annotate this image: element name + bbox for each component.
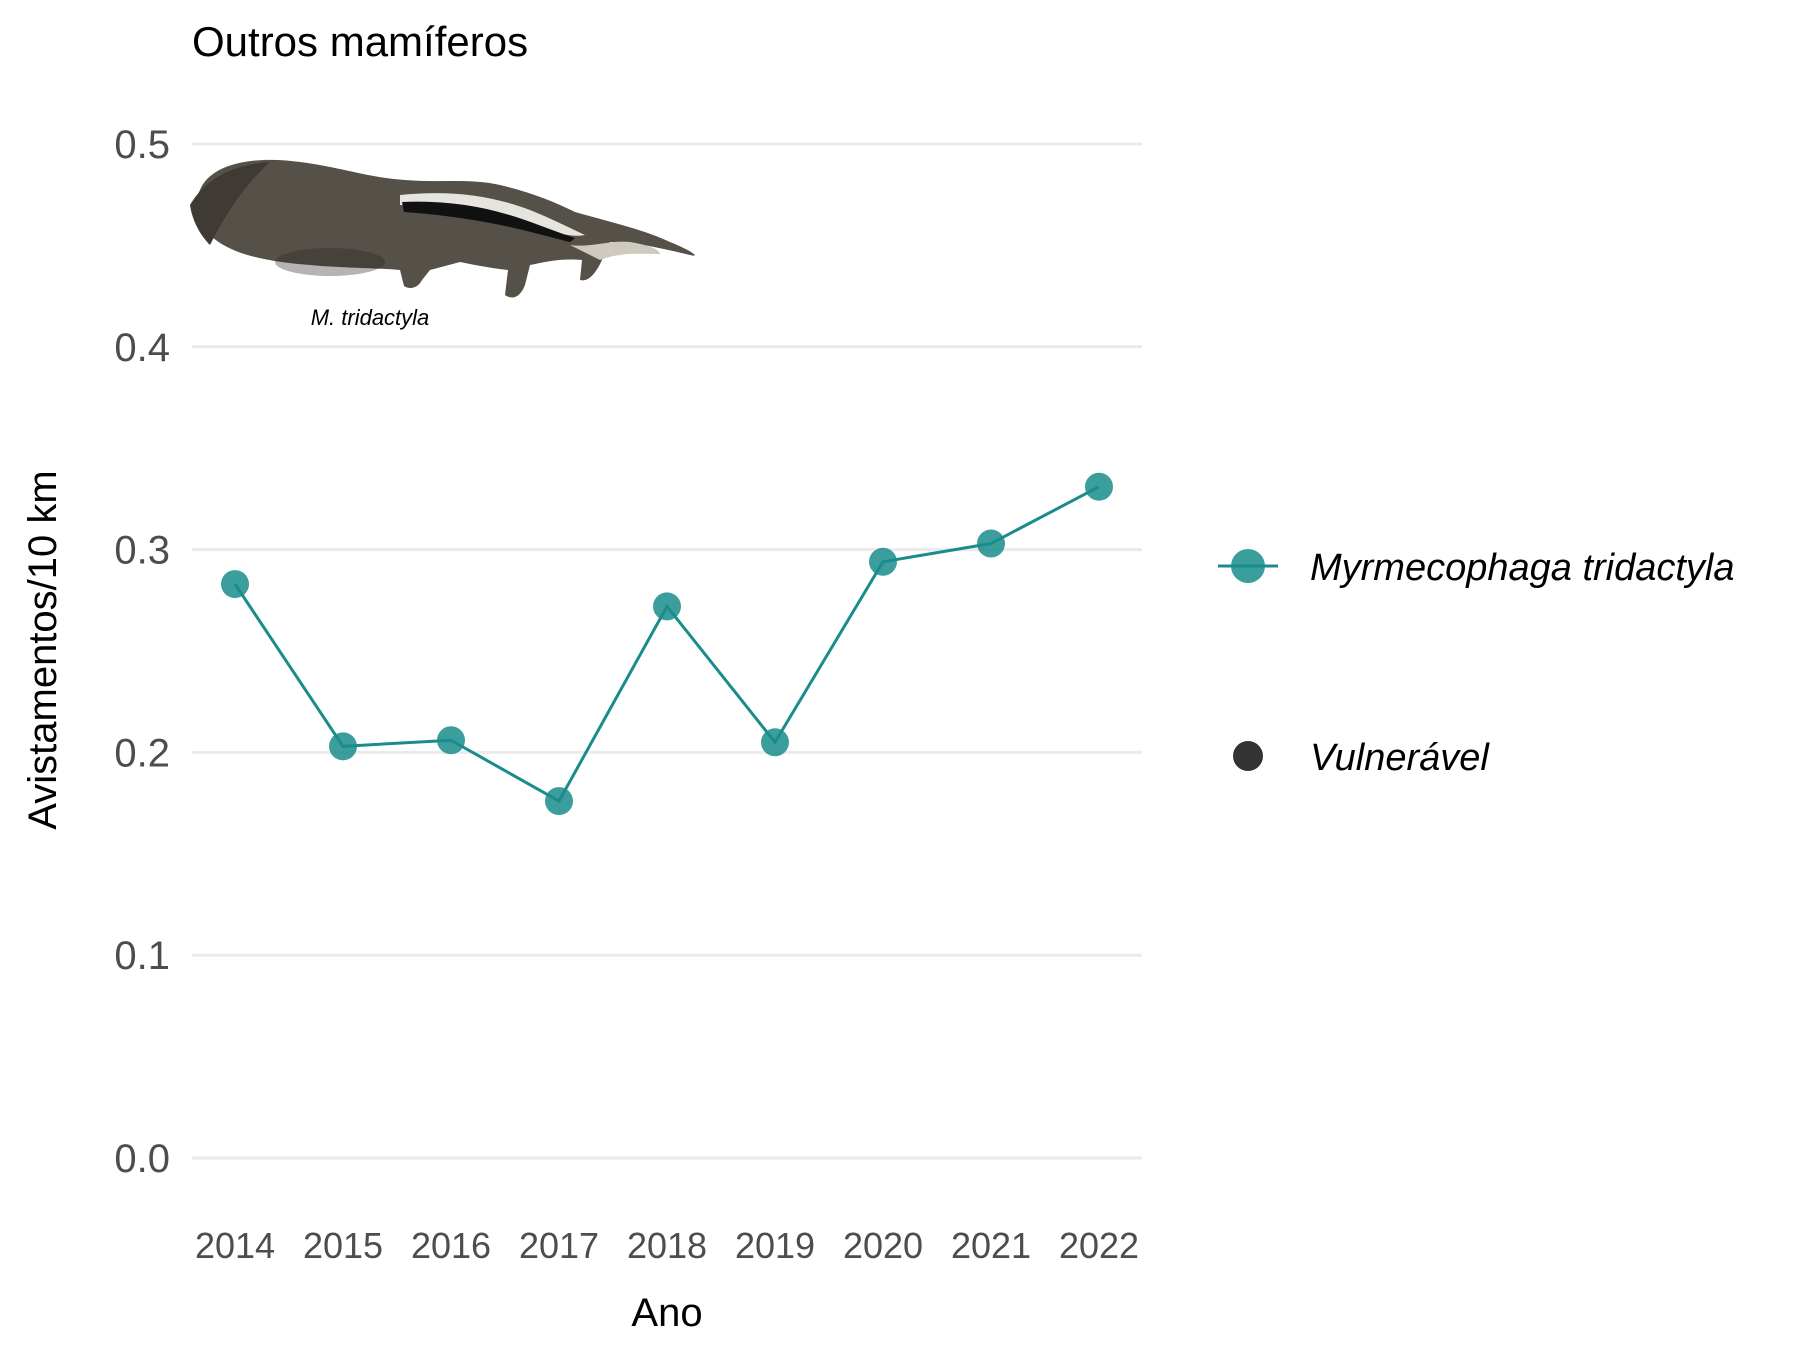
x-tick-label: 2019 <box>735 1225 815 1266</box>
giant-anteater-image: M. tridactyla <box>190 159 695 330</box>
data-point <box>437 726 465 755</box>
y-tick-label: 0.2 <box>114 731 170 775</box>
grid-lines <box>192 142 1142 1160</box>
legend-series-marker <box>1231 549 1265 583</box>
data-point <box>761 728 789 757</box>
y-tick-label: 0.5 <box>114 123 170 167</box>
y-axis-ticks: 0.0 0.1 0.2 0.3 0.4 0.5 <box>114 123 170 1181</box>
x-tick-label: 2016 <box>411 1225 491 1266</box>
anteater-body <box>195 159 695 298</box>
series-layer <box>221 472 1113 816</box>
x-axis-label: Ano <box>631 1291 702 1335</box>
x-tick-label: 2020 <box>843 1225 923 1266</box>
x-tick-label: 2022 <box>1059 1225 1139 1266</box>
legend: Myrmecophaga tridactyla Vulnerável <box>1218 547 1735 779</box>
legend-status-marker <box>1233 741 1263 771</box>
data-point <box>329 732 357 761</box>
data-point <box>869 547 897 576</box>
anteater-stripe-dark <box>402 201 575 242</box>
anteater-caption: M. tridactyla <box>311 305 430 330</box>
legend-status-label: Vulnerável <box>1310 737 1490 779</box>
y-tick-label: 0.4 <box>114 326 170 370</box>
data-point <box>545 787 573 816</box>
anteater-tail <box>190 162 270 245</box>
y-tick-label: 0.3 <box>114 529 170 573</box>
x-axis-ticks: 2014 2015 2016 2017 2018 2019 2020 2021 2022 <box>195 1225 1139 1266</box>
data-point <box>221 570 249 599</box>
y-tick-label: 0.1 <box>114 934 170 978</box>
chart-title: Outros mamíferos <box>192 18 528 65</box>
legend-series-label: Myrmecophaga tridactyla <box>1310 547 1735 589</box>
y-axis-label: Avistamentos/10 km <box>21 470 65 829</box>
data-point <box>653 592 681 621</box>
data-point <box>1085 472 1113 501</box>
x-tick-label: 2017 <box>519 1225 599 1266</box>
x-tick-label: 2015 <box>303 1225 383 1266</box>
anteater-snout <box>570 241 660 260</box>
x-tick-label: 2018 <box>627 1225 707 1266</box>
series-line <box>233 485 1100 804</box>
y-tick-label: 0.0 <box>114 1137 170 1181</box>
data-point <box>977 529 1005 558</box>
x-tick-label: 2014 <box>195 1225 275 1266</box>
anteater-shadow <box>275 248 385 276</box>
x-tick-label: 2021 <box>951 1225 1031 1266</box>
